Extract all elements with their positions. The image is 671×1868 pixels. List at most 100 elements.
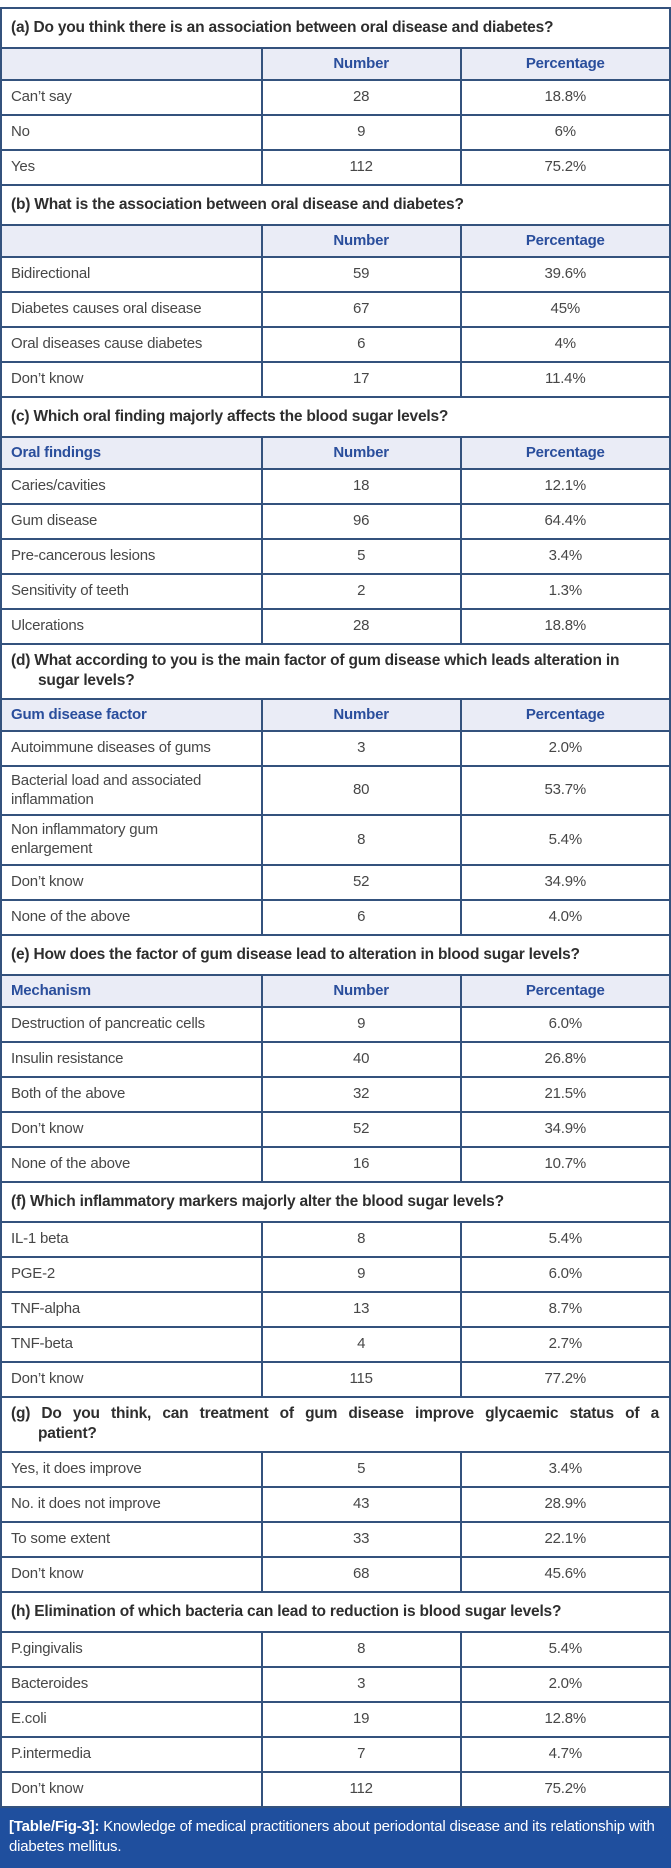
row-label-text: Don’t know: [11, 370, 84, 388]
row-percentage-text: 53.7%: [544, 781, 587, 799]
table-row: Diabetes causes oral disease 67 45%: [2, 291, 669, 326]
question-text: (f) Which inflammatory markers majorly a…: [11, 1192, 504, 1210]
section-a-question: (a) Do you think there is an association…: [2, 9, 669, 47]
row-number-text: 13: [353, 1300, 370, 1318]
row-percentage-text: 4.7%: [548, 1744, 583, 1762]
question-text: (h) Elimination of which bacteria can le…: [11, 1602, 562, 1620]
table-row: Yes, it does improve 5 3.4%: [2, 1450, 669, 1486]
column-header-number-text: Number: [333, 54, 389, 72]
table-row: IL-1 beta 8 5.4%: [2, 1220, 669, 1256]
row-number-text: 7: [357, 1744, 366, 1762]
question-text: (c) Which oral finding majorly affects t…: [11, 407, 449, 425]
column-header-percentage: Percentage: [459, 699, 669, 730]
table-row: TNF-alpha 13 8.7%: [2, 1290, 669, 1326]
column-header-percentage: Percentage: [459, 438, 669, 468]
row-number: 8: [260, 1632, 460, 1666]
question-text: (b) What is the association between oral…: [11, 195, 464, 213]
row-number-text: 16: [353, 1155, 370, 1173]
table-row: No 9 6%: [2, 114, 669, 149]
table-row: No. it does not improve 43 28.9%: [2, 1485, 669, 1521]
table-row: Bacteroides 3 2.0%: [2, 1665, 669, 1701]
section-f: (f) Which inflammatory markers majorly a…: [2, 1182, 669, 1398]
section-d: (d) What according to you is the main fa…: [2, 645, 669, 936]
row-percentage: 18.8%: [459, 81, 669, 114]
row-percentage: 5.4%: [459, 1632, 669, 1666]
row-number: 43: [260, 1487, 460, 1521]
row-number-text: 59: [353, 265, 370, 283]
row-percentage: 75.2%: [459, 1772, 669, 1806]
row-number-text: 2: [357, 582, 366, 600]
row-label-text: Oral diseases cause diabetes: [11, 335, 203, 353]
row-percentage-text: 18.8%: [544, 617, 587, 635]
row-number-text: 43: [353, 1494, 370, 1512]
column-header-percentage-text: Percentage: [525, 231, 605, 249]
row-label: No: [2, 116, 261, 149]
row-number: 96: [260, 505, 460, 538]
row-percentage-text: 5.4%: [548, 1230, 583, 1248]
column-header-row: Gum disease factor Number Percentage: [2, 697, 669, 730]
row-label: Don’t know: [2, 866, 261, 899]
row-percentage-text: 21.5%: [544, 1085, 587, 1103]
row-percentage: 21.5%: [459, 1077, 669, 1111]
table-row: Don’t know 115 77.2%: [2, 1360, 669, 1396]
row-label: TNF-beta: [2, 1328, 261, 1361]
row-number-text: 4: [357, 1335, 366, 1353]
row-percentage-text: 18.8%: [544, 88, 587, 106]
row-label-text: To some extent: [11, 1529, 110, 1547]
row-number-text: 40: [353, 1050, 370, 1068]
row-label-text: Diabetes causes oral disease: [11, 300, 202, 318]
row-percentage-text: 39.6%: [544, 265, 587, 283]
row-number-text: 17: [353, 370, 370, 388]
column-header-number: Number: [260, 699, 460, 730]
row-number-text: 80: [353, 781, 370, 799]
row-percentage-text: 75.2%: [544, 1779, 587, 1797]
row-number: 5: [260, 540, 460, 573]
column-header-number-text: Number: [333, 705, 389, 723]
row-number: 52: [260, 1112, 460, 1146]
row-number-text: 6: [357, 335, 366, 353]
row-label-text: Pre-cancerous lesions: [11, 547, 156, 565]
column-header-label-text: Oral findings: [11, 443, 101, 461]
row-number-text: 5: [357, 1459, 366, 1477]
row-number-text: 9: [357, 1015, 366, 1033]
row-percentage: 34.9%: [459, 865, 669, 899]
row-number: 13: [260, 1292, 460, 1326]
row-number: 8: [260, 1222, 460, 1256]
row-number-text: 9: [357, 123, 366, 141]
row-number-text: 18: [353, 477, 370, 495]
row-number-text: 28: [353, 617, 370, 635]
row-label-text: Caries/cavities: [11, 477, 106, 495]
row-label: Pre-cancerous lesions: [2, 540, 261, 573]
caption-label: [Table/Fig-3]:: [9, 1817, 100, 1835]
row-percentage: 28.9%: [459, 1487, 669, 1521]
row-label: Ulcerations: [2, 610, 261, 643]
row-percentage-text: 3.4%: [548, 547, 583, 565]
row-percentage: 8.7%: [459, 1292, 669, 1326]
row-percentage: 3.4%: [459, 1452, 669, 1486]
knowledge-table: (a) Do you think there is an association…: [0, 7, 671, 1808]
row-percentage-text: 12.1%: [544, 477, 587, 495]
row-number-text: 32: [353, 1085, 370, 1103]
row-percentage: 2.0%: [459, 731, 669, 765]
column-header-number-text: Number: [333, 443, 389, 461]
row-number: 112: [260, 151, 460, 184]
row-number: 3: [260, 1667, 460, 1701]
row-number-text: 28: [353, 88, 370, 106]
row-percentage: 4%: [459, 328, 669, 361]
section-b-question: (b) What is the association between oral…: [2, 186, 669, 224]
table-row: Yes 112 75.2%: [2, 149, 669, 184]
row-number-text: 112: [349, 158, 374, 176]
row-percentage: 53.7%: [459, 766, 669, 815]
table-row: P.intermedia 7 4.7%: [2, 1735, 669, 1771]
row-number: 32: [260, 1077, 460, 1111]
row-percentage: 45.6%: [459, 1557, 669, 1591]
row-label: TNF-alpha: [2, 1293, 261, 1326]
row-number: 112: [260, 1772, 460, 1806]
column-header-row: Number Percentage: [2, 224, 669, 256]
column-header-label-text: Mechanism: [11, 981, 91, 999]
row-label-text: Don’t know: [11, 1370, 84, 1388]
row-label-text: No. it does not improve: [11, 1494, 161, 1512]
table-row: Gum disease 96 64.4%: [2, 503, 669, 538]
row-label-text: Don’t know: [11, 1120, 84, 1138]
